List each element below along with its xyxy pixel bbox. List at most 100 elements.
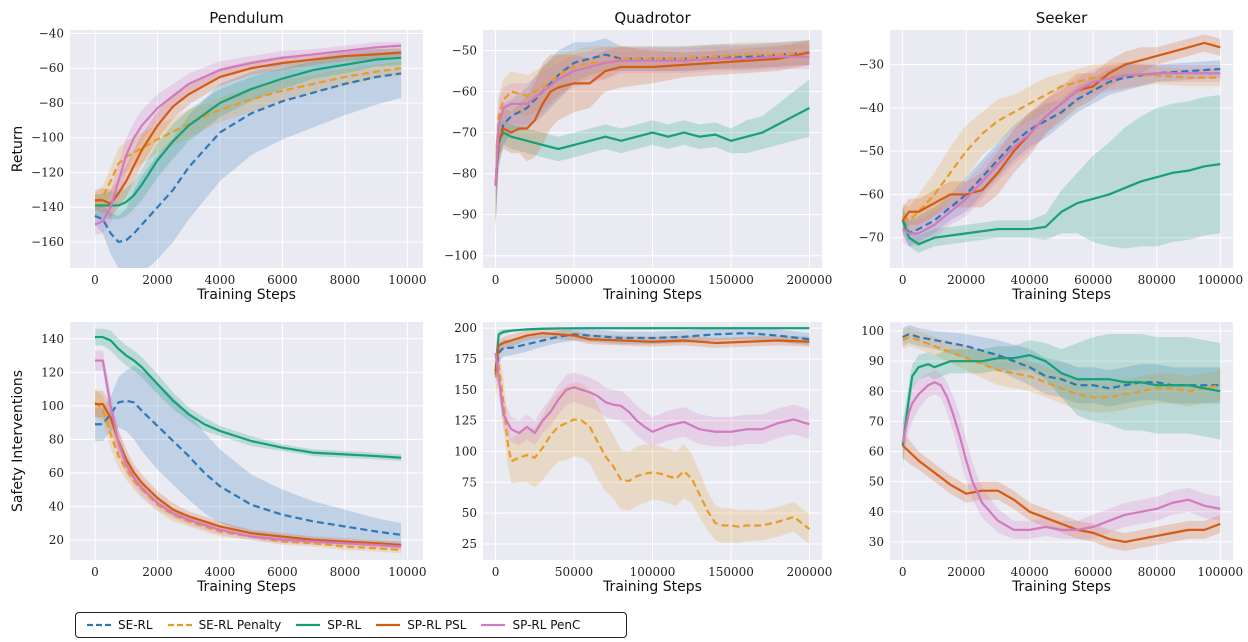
y-tick-label: 90 bbox=[869, 354, 884, 368]
x-tick-label: 100000 bbox=[1197, 565, 1243, 579]
subplot-2: 0 50000 100000 150000 200000 −100 −90 −80 −70 −60… bbox=[444, 9, 832, 303]
y-tick-label: −80 bbox=[39, 96, 64, 110]
x-tick-label: 20000 bbox=[947, 565, 985, 579]
series-sp-rl-penc bbox=[94, 359, 402, 548]
y-tick-label: −40 bbox=[859, 101, 884, 115]
x-tick-label: 100000 bbox=[630, 565, 676, 579]
legend-item: SP-RL PenC bbox=[480, 618, 580, 632]
y-tick-label: 20 bbox=[49, 533, 64, 547]
band-se-rl bbox=[94, 365, 402, 547]
band-sp-rl-penc bbox=[495, 334, 810, 447]
x-tick-label: 100000 bbox=[1197, 273, 1243, 287]
y-tick-label: 175 bbox=[454, 352, 477, 366]
y-tick-label: 200 bbox=[454, 321, 477, 335]
x-tick-label: 150000 bbox=[708, 273, 754, 287]
series-se-rl-penalty bbox=[494, 51, 810, 186]
y-tick-label: 75 bbox=[462, 475, 477, 489]
band-se-rl bbox=[902, 325, 1221, 407]
series-sp-rl-psl bbox=[901, 444, 1221, 544]
x-tick-label: 0 bbox=[91, 273, 99, 287]
band-sp-rl bbox=[902, 94, 1221, 253]
x-tick-label: 10000 bbox=[388, 273, 426, 287]
series-se-rl bbox=[494, 331, 810, 376]
y-tick-label: −60 bbox=[452, 85, 477, 99]
x-axis-label: Training Steps bbox=[196, 287, 296, 303]
y-tick-label: −70 bbox=[859, 231, 884, 245]
y-tick-label: −160 bbox=[31, 235, 64, 249]
y-tick-label: −140 bbox=[31, 200, 64, 214]
x-axis-label: Training Steps bbox=[196, 579, 296, 595]
legend-item: SE-RL Penalty bbox=[167, 618, 281, 632]
series-sp-rl bbox=[94, 335, 402, 459]
x-tick-label: 0 bbox=[492, 565, 500, 579]
series-sp-rl-penc bbox=[902, 72, 1221, 235]
subplot-title: Pendulum bbox=[209, 9, 284, 27]
series-se-rl-penalty bbox=[902, 335, 1221, 399]
subplot-5: 0 50000 100000 150000 200000 25 50 75 100 125 150 1… bbox=[454, 321, 832, 595]
series-sp-rl-psl bbox=[494, 51, 810, 187]
band-sp-rl-psl bbox=[495, 40, 810, 227]
band-se-rl-penalty bbox=[495, 346, 810, 544]
x-tick-label: 2000 bbox=[142, 565, 173, 579]
y-tick-label: 30 bbox=[869, 535, 884, 549]
y-tick-label: 125 bbox=[454, 414, 477, 428]
y-tick-label: 100 bbox=[41, 399, 64, 413]
series-sp-rl-penc bbox=[901, 381, 1221, 531]
x-tick-label: 200000 bbox=[787, 565, 833, 579]
y-tick-label: 80 bbox=[49, 432, 64, 446]
legend-label: SP-RL PSL bbox=[407, 618, 467, 632]
y-tick-label: 50 bbox=[462, 506, 477, 520]
series-sp-rl bbox=[901, 354, 1221, 446]
legend: SE-RL SE-RL Penalty SP-RL SP-RL PSL SP-RL Pe… bbox=[75, 612, 627, 638]
x-tick-label: 0 bbox=[899, 273, 907, 287]
band-sp-rl-psl bbox=[902, 433, 1221, 551]
series-sp-rl-penc bbox=[494, 352, 810, 435]
band-sp-rl-psl bbox=[94, 47, 402, 218]
x-tick-label: 40000 bbox=[1011, 565, 1049, 579]
x-tick-label: 80000 bbox=[1138, 273, 1176, 287]
x-tick-label: 6000 bbox=[267, 565, 298, 579]
y-axis-label: Safety Interventions bbox=[10, 370, 26, 512]
band-se-rl-penalty bbox=[902, 62, 1221, 234]
plot-area bbox=[70, 322, 423, 560]
series-sp-rl bbox=[494, 106, 810, 187]
subplot-title: Seeker bbox=[1036, 9, 1088, 27]
x-tick-label: 20000 bbox=[947, 273, 985, 287]
y-tick-label: −120 bbox=[31, 165, 64, 179]
band-sp-rl-penc bbox=[902, 62, 1221, 247]
x-tick-label: 40000 bbox=[1011, 273, 1049, 287]
y-tick-label: 60 bbox=[869, 445, 884, 459]
series-sp-rl-psl bbox=[494, 331, 810, 372]
x-tick-label: 80000 bbox=[1138, 565, 1176, 579]
y-tick-label: −30 bbox=[859, 58, 884, 72]
series-se-rl bbox=[94, 72, 402, 244]
x-tick-label: 6000 bbox=[267, 273, 298, 287]
series-se-rl-penalty bbox=[902, 74, 1221, 222]
y-tick-label: −70 bbox=[452, 126, 477, 140]
x-tick-label: 4000 bbox=[205, 565, 236, 579]
x-tick-label: 8000 bbox=[330, 273, 361, 287]
y-tick-label: 60 bbox=[49, 466, 64, 480]
band-se-rl bbox=[94, 49, 402, 268]
x-tick-label: 8000 bbox=[330, 565, 361, 579]
series-se-rl-penalty bbox=[94, 67, 402, 203]
x-tick-label: 50000 bbox=[555, 273, 593, 287]
legend-swatch bbox=[167, 623, 192, 627]
band-sp-rl bbox=[902, 334, 1221, 470]
series-sp-rl-penc bbox=[94, 44, 402, 226]
y-tick-label: 100 bbox=[454, 444, 477, 458]
x-tick-label: 200000 bbox=[787, 273, 833, 287]
legend-item: SE-RL bbox=[86, 618, 153, 632]
x-axis-label: Training Steps bbox=[602, 579, 702, 595]
x-tick-label: 10000 bbox=[388, 565, 426, 579]
series-sp-rl-psl bbox=[94, 51, 402, 205]
x-tick-label: 150000 bbox=[708, 565, 754, 579]
x-tick-label: 0 bbox=[91, 565, 99, 579]
series-sp-rl bbox=[494, 327, 810, 372]
legend-swatch bbox=[481, 623, 506, 627]
band-sp-rl-penc bbox=[94, 42, 402, 235]
series-sp-rl-penc bbox=[494, 55, 810, 186]
band-sp-rl-psl bbox=[902, 34, 1221, 234]
series-se-rl bbox=[94, 399, 402, 536]
x-tick-label: 60000 bbox=[1074, 273, 1112, 287]
